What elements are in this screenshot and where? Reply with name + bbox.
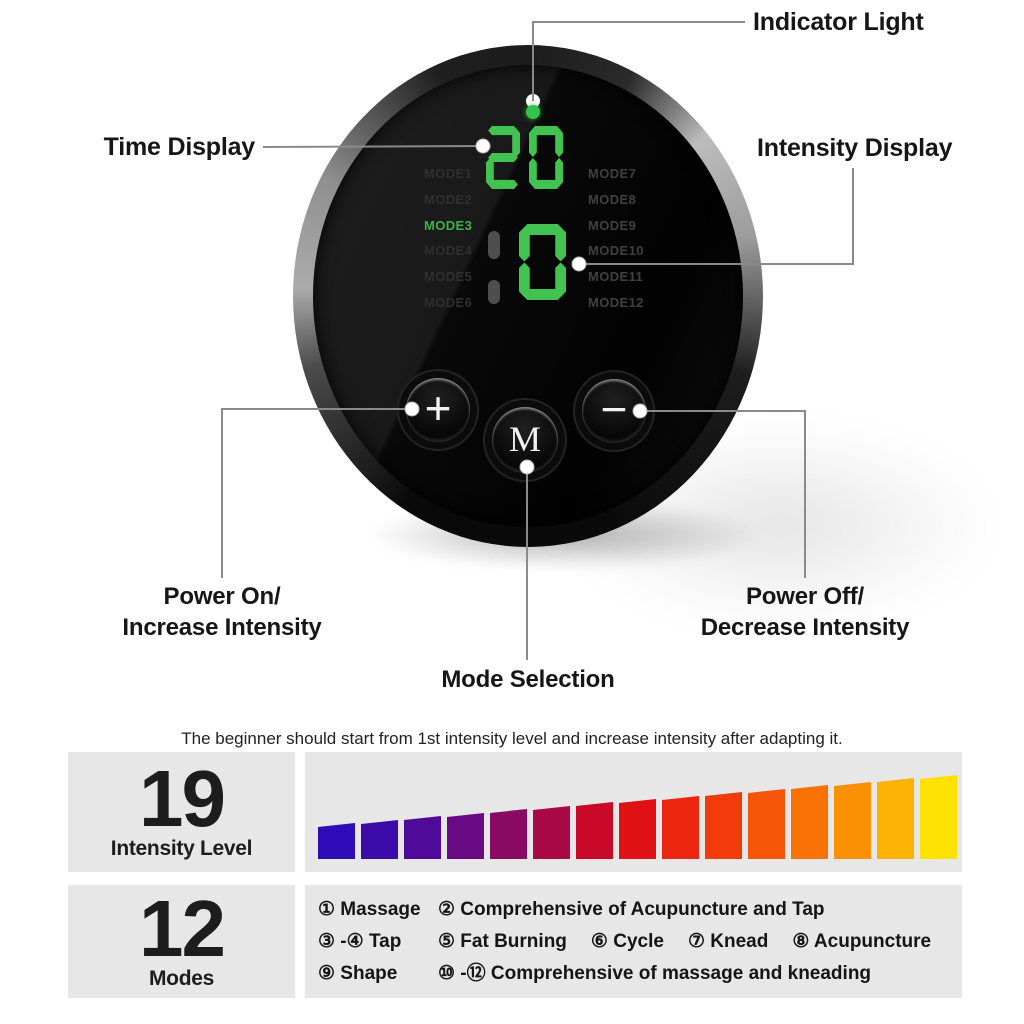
plus-icon: + [424, 382, 452, 434]
indicator-light-label: Indicator Light [753, 8, 924, 36]
mode-description-line: ⑨ Shape ⑩ -⑫ Comprehensive of massage and… [318, 958, 962, 990]
time-display-digits [486, 126, 563, 189]
intensity-level-count: 19 [139, 754, 226, 843]
mode-description-item: ③ -④ Tap [318, 930, 402, 952]
mode-label: MODE7 [588, 166, 637, 181]
mode-label: MODE10 [588, 243, 644, 259]
time-display-label: Time Display [103, 133, 256, 161]
intensity-bar [361, 820, 398, 859]
mode-description-item: ⑨ Shape [318, 962, 398, 984]
mode-button[interactable]: M [492, 407, 558, 473]
intensity-bar [490, 809, 527, 859]
seven-segment-digit [519, 224, 566, 300]
intensity-level-label: Intensity Level [110, 837, 253, 860]
mode-label: MODE9 [588, 217, 637, 233]
mode-label: MODE12 [588, 294, 644, 310]
mode-label: MODE4 [424, 243, 473, 259]
mode-description-item: ⑥ Cycle [590, 930, 664, 952]
indicator-light-led [526, 105, 540, 119]
intensity-bar [619, 799, 656, 859]
increase-intensity-button[interactable]: + [406, 378, 470, 442]
mode-list-left: MODE1 MODE2 MODE3 MODE4 MODE5 MODE6 [424, 161, 514, 316]
seven-segment-digit [529, 126, 563, 189]
mode-description-item: ② Comprehensive of Acupuncture and Tap [438, 898, 825, 920]
intensity-bar [877, 778, 914, 859]
power-off-line2: Decrease Intensity [700, 614, 910, 641]
device-body: MODE1 MODE2 MODE3 MODE4 MODE5 MODE6 MODE7 MODE… [293, 45, 763, 547]
display-separator [488, 231, 500, 259]
mode-description-item: ⑦ Knead [687, 930, 769, 952]
intensity-bar [318, 823, 355, 859]
mode-label: MODE2 [424, 191, 473, 207]
power-on-line1: Power On/ [163, 583, 281, 610]
seven-segment-digit [486, 126, 520, 189]
mode-description-item: ⑤ Fat Burning [438, 930, 567, 952]
mode-label: MODE11 [588, 269, 644, 285]
modes-block: 12 Modes [68, 885, 295, 998]
mode-selection-label: Mode Selection [441, 666, 615, 693]
modes-description-block: ① Massage ② Comprehensive of Acupuncture … [305, 885, 962, 998]
intensity-bar [748, 789, 785, 859]
intensity-bars-block [305, 752, 962, 872]
intensity-bar [447, 813, 484, 859]
beginner-note: The beginner should start from 1st inten… [181, 729, 843, 748]
power-off-line1: Power Off/ [745, 583, 864, 610]
intensity-display-label: Intensity Display [757, 134, 953, 162]
intensity-bar [834, 782, 871, 859]
mode-description-line: ① Massage ② Comprehensive of Acupuncture … [318, 894, 962, 926]
mode-label: MODE8 [588, 191, 637, 207]
power-off-label: Power Off/ Decrease Intensity [675, 581, 935, 643]
mode-description-item: ⑩ -⑫ Comprehensive of massage and kneadi… [438, 962, 872, 984]
intensity-bar [662, 796, 699, 859]
intensity-bar [920, 775, 957, 859]
decrease-intensity-button[interactable]: − [582, 379, 646, 443]
mode-label: MODE1 [424, 166, 473, 181]
mode-description-item: ⑧ Acupuncture [792, 930, 932, 952]
mode-description-item: ① Massage [318, 898, 421, 920]
display-separator [488, 280, 500, 304]
mode-description-line: ③ -④ Tap ⑤ Fat Burning ⑥ Cycle ⑦ Knead ⑧ Acu… [318, 926, 962, 958]
intensity-bar [705, 792, 742, 859]
power-on-label: Power On/ Increase Intensity [92, 581, 352, 643]
intensity-level-block: 19 Intensity Level [68, 752, 295, 872]
intensity-bar [791, 785, 828, 859]
modes-label: Modes [148, 966, 214, 990]
minus-icon: − [600, 383, 628, 435]
mode-list-right: MODE7 MODE8 MODE9 MODE10 MODE11 MODE12 [588, 161, 678, 316]
intensity-bar [404, 816, 441, 859]
mode-m-icon: M [508, 419, 541, 459]
intensity-display-digits [519, 224, 566, 300]
mode-label: MODE3 [424, 217, 473, 233]
mode-label: MODE5 [424, 269, 473, 285]
intensity-bar [533, 806, 570, 859]
intensity-bar [576, 802, 613, 859]
mode-label: MODE6 [424, 294, 473, 310]
modes-count: 12 [139, 883, 226, 973]
power-on-line2: Increase Intensity [122, 614, 322, 641]
